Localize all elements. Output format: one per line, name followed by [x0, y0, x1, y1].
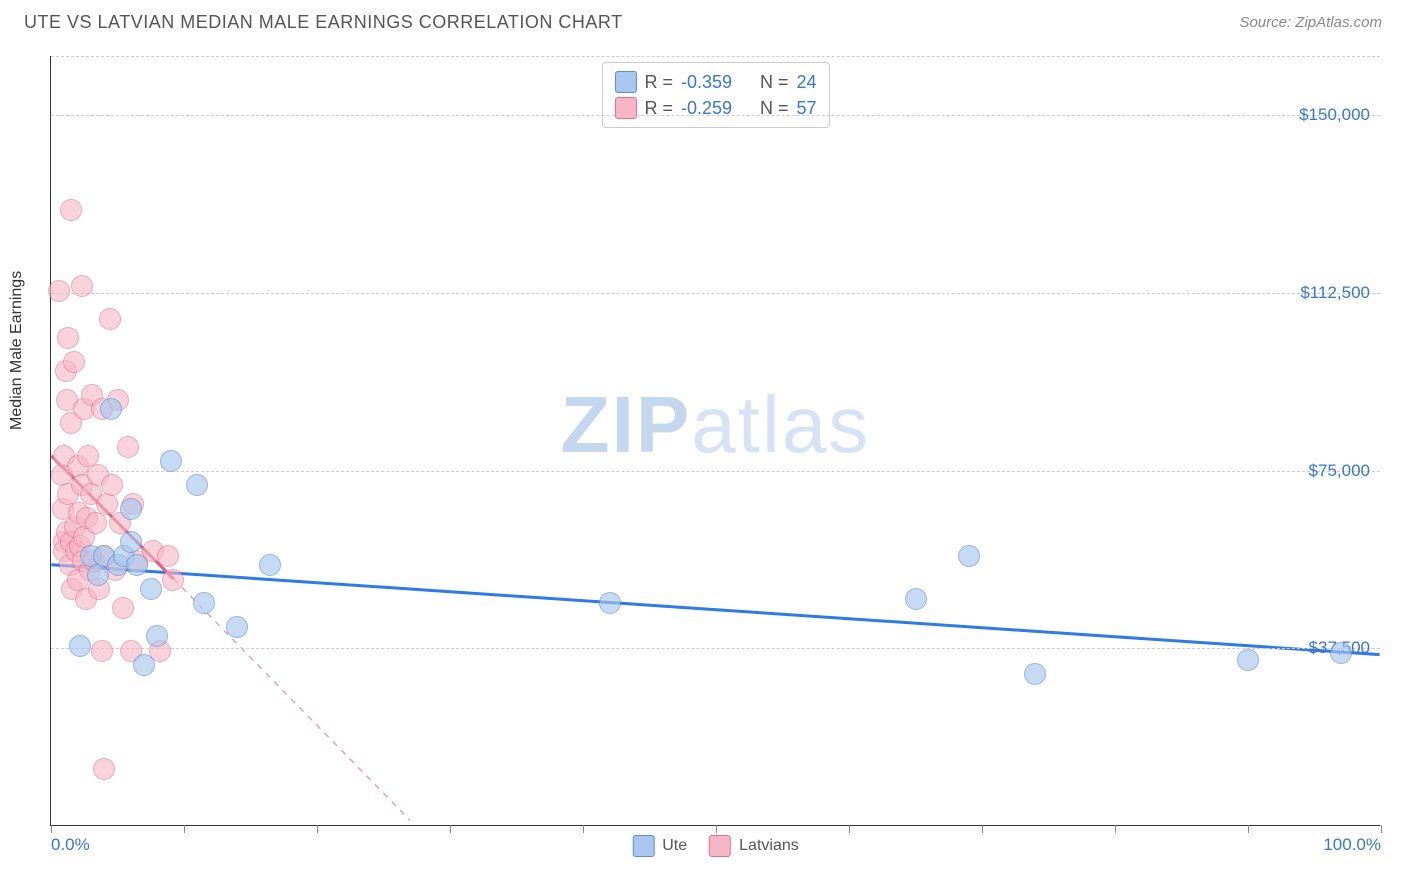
- data-point: [1330, 642, 1352, 664]
- legend-series: Ute Latvians: [632, 835, 799, 857]
- legend-stats: R = -0.359 N = 24R =-0.259N =57: [601, 62, 829, 128]
- legend-swatch: [709, 835, 731, 857]
- gridline: [51, 293, 1380, 294]
- gridline: [51, 56, 1380, 57]
- data-point: [93, 758, 115, 780]
- x-tick: [51, 825, 52, 833]
- data-point: [99, 308, 121, 330]
- x-tick: [450, 825, 451, 833]
- data-point: [117, 436, 139, 458]
- source-label: Source: ZipAtlas.com: [1239, 14, 1382, 31]
- gridline: [51, 471, 1380, 472]
- gridline: [51, 648, 1380, 649]
- data-point: [120, 531, 142, 553]
- legend-n-label: N =: [760, 72, 789, 93]
- legend-series-item: Ute: [632, 835, 687, 857]
- chart-title: UTE VS LATVIAN MEDIAN MALE EARNINGS CORR…: [24, 12, 623, 33]
- data-point: [120, 498, 142, 520]
- data-point: [146, 625, 168, 647]
- data-point: [101, 474, 123, 496]
- x-tick: [1115, 825, 1116, 833]
- legend-series-item: Latvians: [709, 835, 799, 857]
- data-point: [259, 554, 281, 576]
- data-point: [157, 545, 179, 567]
- y-tick-label: $75,000: [1309, 461, 1370, 481]
- gridline: [51, 115, 1380, 116]
- data-point: [186, 474, 208, 496]
- data-point: [599, 592, 621, 614]
- data-point: [48, 280, 70, 302]
- x-tick: [849, 825, 850, 833]
- data-point: [85, 512, 107, 534]
- y-tick-label: $150,000: [1299, 105, 1370, 125]
- legend-swatch: [614, 71, 636, 93]
- watermark: ZIPatlas: [561, 379, 870, 471]
- x-tick-label: 0.0%: [51, 835, 90, 855]
- data-point: [1024, 663, 1046, 685]
- data-point: [226, 616, 248, 638]
- legend-r-label: R =: [644, 72, 673, 93]
- x-tick: [982, 825, 983, 833]
- x-tick: [1381, 825, 1382, 833]
- data-point: [57, 327, 79, 349]
- data-point: [112, 597, 134, 619]
- legend-series-label: Latvians: [739, 837, 799, 855]
- x-tick: [1248, 825, 1249, 833]
- data-point: [905, 588, 927, 610]
- x-tick: [716, 825, 717, 833]
- data-point: [69, 635, 91, 657]
- x-tick: [184, 825, 185, 833]
- data-point: [60, 199, 82, 221]
- data-point: [162, 569, 184, 591]
- x-tick: [583, 825, 584, 833]
- legend-series-label: Ute: [662, 837, 687, 855]
- legend-stat-row: R =-0.259N =57: [614, 95, 816, 121]
- data-point: [126, 554, 148, 576]
- data-point: [63, 351, 85, 373]
- data-point: [100, 398, 122, 420]
- data-point: [140, 578, 162, 600]
- legend-stat-row: R = -0.359 N = 24: [614, 69, 816, 95]
- chart-lines-layer: [51, 56, 1380, 825]
- data-point: [71, 275, 93, 297]
- data-point: [87, 564, 109, 586]
- data-point: [91, 640, 113, 662]
- x-tick: [317, 825, 318, 833]
- data-point: [133, 654, 155, 676]
- data-point: [1237, 649, 1259, 671]
- legend-n-value: 24: [797, 72, 817, 93]
- y-tick-label: $112,500: [1300, 283, 1370, 303]
- chart-plot-area: ZIPatlas R =-0.359N =24R =-0.259N =57 Ut…: [50, 56, 1380, 826]
- legend-r-value: -0.359: [681, 72, 732, 93]
- data-point: [96, 493, 118, 515]
- y-axis-label: Median Male Earnings: [8, 271, 26, 430]
- x-tick-label: 100.0%: [1323, 835, 1381, 855]
- data-point: [160, 450, 182, 472]
- legend-swatch: [632, 835, 654, 857]
- data-point: [958, 545, 980, 567]
- data-point: [193, 592, 215, 614]
